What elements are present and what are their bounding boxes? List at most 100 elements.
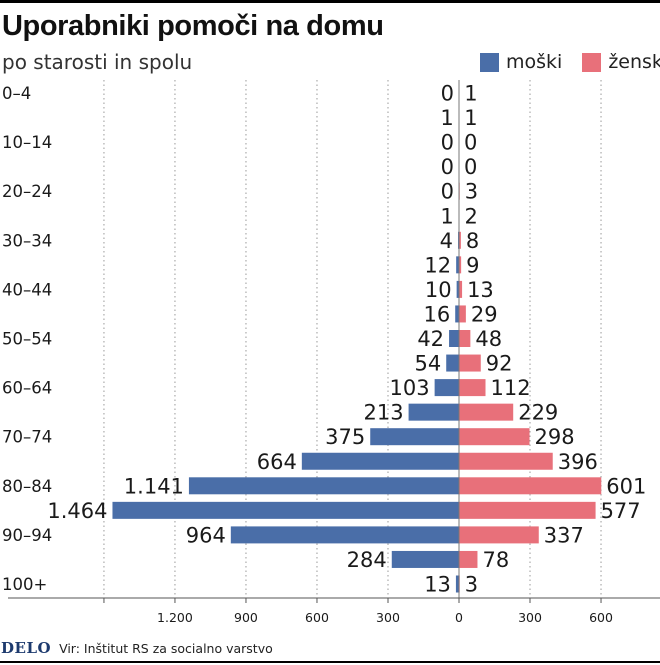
label-female-11: 92 (486, 352, 513, 376)
label-male-10: 42 (417, 327, 444, 351)
legend-swatch-male (480, 52, 499, 72)
x-tick-label-4: 300 (376, 610, 400, 625)
bar-female-12 (459, 379, 486, 397)
label-male-13: 213 (363, 401, 403, 425)
category-label-16: 80–84 (2, 477, 52, 496)
x-tick-label-7: 600 (589, 610, 613, 625)
x-tick-label-6: 300 (518, 610, 542, 625)
category-label-20: 100+ (2, 575, 47, 594)
bar-female-18 (459, 526, 539, 544)
label-female-15: 396 (558, 450, 598, 474)
label-female-19: 78 (482, 548, 509, 572)
bar-male-19 (391, 550, 459, 568)
label-female-2: 0 (464, 131, 477, 155)
label-male-5: 1 (440, 204, 453, 228)
label-female-13: 229 (518, 401, 558, 425)
label-male-8: 10 (425, 278, 452, 302)
bar-female-14 (459, 428, 530, 446)
legend: moški ženske (480, 50, 660, 74)
x-tick-label-3: 600 (305, 610, 329, 625)
category-label-14: 70–74 (2, 428, 52, 447)
bar-male-13 (408, 403, 459, 421)
chart-subtitle: po starosti in spolu (2, 50, 193, 74)
label-male-15: 664 (257, 450, 297, 474)
bar-female-7 (459, 256, 462, 274)
bottom-rule (0, 661, 660, 663)
label-male-6: 4 (440, 229, 453, 253)
label-female-10: 48 (475, 327, 502, 351)
category-label-6: 30–34 (2, 231, 52, 250)
category-label-2: 10–14 (2, 133, 52, 152)
category-label-8: 40–44 (2, 280, 52, 299)
bar-male-11 (446, 354, 459, 372)
label-female-20: 3 (465, 573, 478, 597)
x-tick-label-2: 900 (234, 610, 258, 625)
label-female-1: 1 (464, 106, 477, 130)
delo-logo: DELO (1, 639, 52, 657)
label-male-2: 0 (441, 131, 454, 155)
label-male-11: 54 (414, 352, 441, 376)
label-male-12: 103 (390, 376, 430, 400)
label-male-14: 375 (325, 425, 365, 449)
label-male-16: 1.141 (124, 474, 184, 498)
chart-title: Uporabniki pomoči na domu (2, 10, 384, 42)
bar-female-9 (459, 305, 466, 323)
bar-male-8 (456, 280, 459, 298)
label-female-14: 298 (535, 425, 575, 449)
label-male-17: 1.464 (47, 499, 107, 523)
bar-male-15 (301, 452, 459, 470)
label-female-7: 9 (466, 253, 479, 277)
bar-female-6 (459, 231, 461, 249)
bar-male-18 (230, 526, 459, 544)
bar-female-13 (459, 403, 514, 421)
footer: DELO Vir: Inštitut RS za socialno varstv… (0, 636, 660, 660)
x-tick-label-5: 0 (455, 610, 463, 625)
label-male-20: 13 (424, 573, 451, 597)
bar-male-14 (370, 428, 459, 446)
category-label-12: 60–64 (2, 379, 52, 398)
bar-female-15 (459, 452, 553, 470)
label-female-6: 8 (466, 229, 479, 253)
label-male-0: 0 (441, 82, 454, 106)
label-female-8: 13 (467, 278, 494, 302)
bar-male-10 (449, 330, 459, 347)
top-rule (0, 0, 660, 3)
bar-female-16 (459, 477, 602, 495)
category-label-10: 50–54 (2, 330, 52, 349)
bar-male-17 (112, 501, 460, 519)
label-female-16: 601 (606, 474, 646, 498)
source-note: Vir: Inštitut RS za socialno varstvo (59, 640, 273, 656)
label-female-9: 29 (471, 302, 498, 326)
bar-male-20 (455, 575, 459, 593)
bar-male-9 (455, 305, 459, 323)
label-female-4: 3 (465, 180, 478, 204)
legend-swatch-female (582, 52, 602, 72)
bar-female-11 (459, 354, 481, 372)
label-male-4: 0 (441, 180, 454, 204)
label-male-19: 284 (347, 548, 387, 572)
bar-male-12 (434, 379, 459, 397)
bar-female-17 (459, 501, 596, 519)
label-male-18: 964 (186, 523, 226, 547)
label-male-3: 0 (441, 155, 454, 179)
label-male-1: 1 (440, 106, 453, 130)
legend-label-male: moški (506, 51, 563, 73)
x-tick-label-1: 1.200 (157, 610, 193, 625)
bar-female-8 (459, 280, 463, 298)
label-female-0: 1 (464, 82, 477, 106)
category-label-0: 0–4 (2, 84, 31, 103)
label-female-3: 0 (464, 155, 477, 179)
legend-label-female: ženske (608, 51, 660, 73)
label-female-12: 112 (491, 376, 531, 400)
bar-female-19 (459, 550, 478, 568)
bar-female-10 (459, 330, 471, 347)
bar-male-16 (188, 477, 459, 495)
category-label-18: 90–94 (2, 526, 52, 545)
label-male-9: 16 (423, 302, 450, 326)
bar-male-7 (456, 256, 459, 274)
label-female-17: 577 (601, 499, 641, 523)
label-female-5: 2 (464, 204, 477, 228)
label-male-7: 12 (424, 253, 451, 277)
label-female-18: 337 (544, 523, 584, 547)
